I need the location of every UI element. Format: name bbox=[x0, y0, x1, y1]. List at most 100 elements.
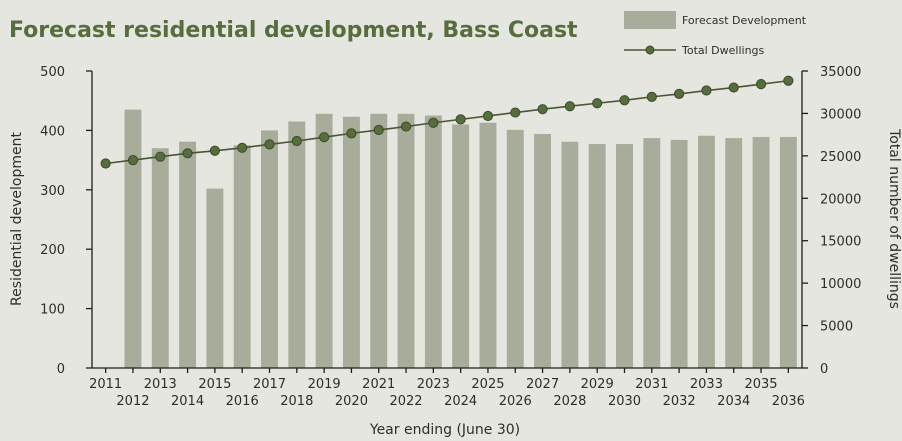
bar-series bbox=[124, 109, 797, 369]
legend-label-forecast-development: Forecast Development bbox=[682, 14, 807, 27]
dwellings-point-2013 bbox=[155, 151, 166, 162]
line-series bbox=[100, 75, 794, 169]
x-tick-label-2027: 2027 bbox=[526, 377, 559, 392]
y-axis-title: Residential development bbox=[9, 132, 25, 306]
x-tick-label-2011: 2011 bbox=[89, 377, 122, 392]
x-tick-label-2032: 2032 bbox=[663, 394, 696, 409]
bar-2028 bbox=[561, 141, 579, 368]
x-tick-label-2017: 2017 bbox=[253, 377, 286, 392]
y2-tick-label-30000: 30000 bbox=[820, 107, 861, 122]
x-tick-label-2029: 2029 bbox=[581, 377, 614, 392]
x-tick-label-2015: 2015 bbox=[198, 377, 231, 392]
bar-2026 bbox=[506, 129, 524, 368]
bar-2032 bbox=[670, 139, 688, 368]
x-tick-label-2013: 2013 bbox=[144, 377, 177, 392]
y2-tick-label-15000: 15000 bbox=[820, 235, 861, 250]
bar-2017 bbox=[261, 130, 278, 368]
x-tick-label-2033: 2033 bbox=[690, 377, 723, 392]
y2-tick-label-25000: 25000 bbox=[820, 150, 861, 165]
x-tick-label-2021: 2021 bbox=[362, 377, 395, 392]
y-tick-label-0: 0 bbox=[57, 362, 65, 377]
y-tick-label-400: 400 bbox=[40, 124, 65, 139]
y2-tick-label-10000: 10000 bbox=[820, 277, 861, 292]
dwellings-point-2015 bbox=[209, 145, 220, 156]
bar-2033 bbox=[697, 135, 715, 368]
y-tick-label-500: 500 bbox=[40, 65, 65, 80]
dwellings-point-2023 bbox=[428, 117, 439, 128]
bar-2030 bbox=[616, 144, 633, 368]
y2-tick-label-5000: 5000 bbox=[820, 320, 853, 335]
axes bbox=[86, 70, 808, 373]
dwellings-point-2030 bbox=[619, 95, 630, 106]
dwellings-point-2017 bbox=[264, 139, 275, 150]
x-tick-label-2012: 2012 bbox=[116, 394, 149, 409]
dwellings-point-2029 bbox=[592, 98, 603, 109]
x-tick-label-2016: 2016 bbox=[226, 394, 259, 409]
bar-2027 bbox=[534, 133, 552, 368]
tick-labels: 0100200300400500050001000015000200002500… bbox=[40, 65, 861, 409]
dwellings-point-2011 bbox=[100, 158, 111, 169]
legend-line-marker bbox=[645, 45, 655, 55]
legend-bar-swatch bbox=[624, 11, 676, 29]
x-tick-label-2031: 2031 bbox=[635, 377, 668, 392]
bar-2013 bbox=[151, 148, 169, 368]
dwellings-point-2032 bbox=[674, 88, 685, 100]
y2-tick-label-20000: 20000 bbox=[820, 192, 861, 207]
bar-2036 bbox=[779, 136, 797, 368]
x-tick-label-2023: 2023 bbox=[417, 377, 450, 392]
x-tick-label-2024: 2024 bbox=[444, 394, 477, 409]
dwellings-point-2026 bbox=[510, 107, 521, 118]
x-tick-label-2034: 2034 bbox=[717, 394, 750, 409]
dwellings-point-2012 bbox=[127, 155, 139, 166]
x-tick-label-2036: 2036 bbox=[772, 394, 805, 409]
x-tick-label-2025: 2025 bbox=[471, 377, 504, 392]
y-tick-label-100: 100 bbox=[40, 303, 65, 318]
dwellings-point-2034 bbox=[728, 82, 739, 93]
bar-2014 bbox=[179, 141, 197, 368]
x-axis-title: Year ending (June 30) bbox=[369, 422, 520, 438]
bar-2034 bbox=[725, 138, 743, 368]
y2-tick-label-35000: 35000 bbox=[820, 65, 861, 80]
x-tick-label-2022: 2022 bbox=[389, 394, 422, 409]
dwellings-point-2020 bbox=[346, 128, 357, 139]
bar-2031 bbox=[643, 138, 661, 368]
bar-2025 bbox=[479, 122, 497, 369]
bar-2021 bbox=[370, 113, 388, 369]
y-tick-label-300: 300 bbox=[40, 184, 65, 199]
dwellings-point-2019 bbox=[319, 132, 330, 143]
dwellings-point-2014 bbox=[182, 148, 193, 159]
x-tick-label-2026: 2026 bbox=[499, 394, 532, 409]
bar-2018 bbox=[288, 121, 306, 369]
dwellings-point-2021 bbox=[373, 124, 384, 136]
dwellings-point-2027 bbox=[537, 104, 548, 115]
chart-title: Forecast residential development, Bass C… bbox=[9, 18, 578, 43]
dwellings-point-2033 bbox=[701, 85, 712, 96]
dwellings-point-2035 bbox=[755, 79, 767, 90]
bar-2015 bbox=[206, 188, 224, 368]
y2-axis-title: Total number of dwellings bbox=[886, 128, 902, 309]
bar-2022 bbox=[397, 113, 415, 369]
x-tick-label-2028: 2028 bbox=[553, 394, 586, 409]
legend: Forecast Development Total Dwellings bbox=[624, 11, 807, 57]
bar-2023 bbox=[424, 115, 442, 368]
x-tick-label-2014: 2014 bbox=[171, 394, 204, 409]
y2-tick-label-0: 0 bbox=[820, 362, 828, 377]
bar-2035 bbox=[752, 136, 770, 368]
x-tick-label-2035: 2035 bbox=[744, 377, 777, 392]
dwellings-point-2031 bbox=[646, 91, 657, 102]
dwellings-point-2028 bbox=[564, 101, 575, 112]
y-tick-label-200: 200 bbox=[40, 243, 65, 258]
dwellings-point-2018 bbox=[291, 135, 302, 147]
dwellings-point-2036 bbox=[783, 75, 794, 86]
dwellings-point-2025 bbox=[482, 110, 494, 122]
x-tick-label-2020: 2020 bbox=[335, 394, 368, 409]
dwellings-point-2024 bbox=[455, 114, 466, 125]
x-tick-label-2019: 2019 bbox=[308, 377, 341, 392]
legend-label-total-dwellings: Total Dwellings bbox=[681, 44, 765, 57]
bar-2019 bbox=[315, 113, 333, 369]
x-tick-label-2018: 2018 bbox=[280, 394, 313, 409]
dwellings-point-2022 bbox=[400, 121, 412, 132]
dwellings-point-2016 bbox=[237, 142, 248, 153]
